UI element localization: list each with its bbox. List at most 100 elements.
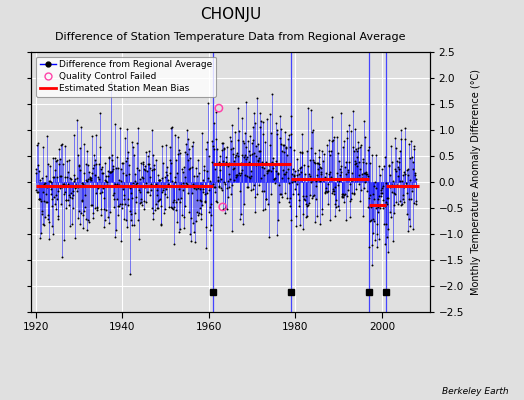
- Point: [238, 138, 247, 144]
- Point: [342, 171, 350, 177]
- Point: [131, 170, 139, 177]
- Point: [108, 165, 117, 172]
- Point: [56, 185, 64, 191]
- Point: [396, 178, 405, 184]
- Point: [187, 230, 195, 237]
- Point: [357, 176, 365, 182]
- Point: [314, 160, 322, 166]
- Point: [219, 204, 227, 210]
- Point: [323, 142, 331, 149]
- Point: [284, 175, 292, 181]
- Point: [212, 136, 220, 142]
- Point: [136, 200, 144, 206]
- Point: [274, 217, 282, 223]
- Point: [134, 125, 143, 132]
- Point: [215, 105, 223, 111]
- Point: [406, 177, 414, 183]
- Point: [333, 170, 341, 176]
- Point: [290, 173, 298, 180]
- Point: [38, 174, 46, 181]
- Point: [390, 210, 398, 216]
- Point: [337, 110, 345, 116]
- Point: [133, 140, 141, 146]
- Point: [135, 175, 144, 182]
- Point: [372, 152, 380, 159]
- Point: [311, 196, 320, 202]
- Point: [365, 243, 374, 250]
- Point: [281, 129, 289, 136]
- Point: [123, 126, 131, 132]
- Point: [122, 158, 130, 164]
- Point: [406, 222, 414, 229]
- Point: [294, 197, 303, 204]
- Point: [213, 198, 221, 205]
- Point: [210, 184, 218, 190]
- Point: [262, 196, 270, 202]
- Point: [369, 230, 377, 236]
- Point: [372, 185, 380, 191]
- Point: [286, 144, 294, 151]
- Point: [389, 238, 397, 244]
- Point: [372, 205, 380, 211]
- Point: [288, 191, 297, 197]
- Point: [141, 180, 150, 186]
- Point: [296, 165, 304, 172]
- Point: [313, 212, 322, 219]
- Point: [312, 178, 321, 185]
- Point: [341, 164, 349, 170]
- Point: [232, 152, 240, 158]
- Point: [383, 234, 391, 240]
- Point: [83, 176, 92, 182]
- Point: [77, 210, 85, 216]
- Point: [319, 177, 327, 184]
- Point: [252, 153, 260, 160]
- Point: [227, 122, 236, 128]
- Point: [73, 184, 82, 190]
- Point: [132, 181, 140, 188]
- Point: [43, 183, 51, 190]
- Point: [295, 203, 303, 209]
- Point: [147, 180, 156, 187]
- Point: [60, 189, 69, 195]
- Point: [166, 170, 174, 176]
- Point: [331, 201, 340, 208]
- Point: [187, 238, 195, 244]
- Point: [78, 180, 86, 187]
- Point: [90, 162, 98, 168]
- Point: [263, 170, 271, 176]
- Point: [143, 168, 151, 174]
- Point: [264, 167, 272, 174]
- Point: [34, 162, 42, 169]
- Point: [316, 178, 324, 184]
- Point: [318, 148, 326, 154]
- Point: [74, 163, 83, 169]
- Point: [96, 166, 105, 172]
- Point: [367, 151, 376, 158]
- Point: [170, 204, 179, 210]
- Point: [266, 130, 275, 136]
- Point: [113, 154, 121, 160]
- Point: [125, 208, 134, 214]
- Point: [36, 235, 45, 241]
- Point: [375, 193, 383, 199]
- Point: [311, 219, 320, 225]
- Point: [162, 186, 170, 192]
- Point: [182, 151, 191, 158]
- Point: [217, 147, 226, 154]
- Point: [95, 183, 103, 189]
- Point: [155, 197, 163, 203]
- Point: [277, 126, 285, 133]
- Point: [50, 174, 58, 180]
- Point: [46, 178, 54, 184]
- Point: [363, 147, 372, 154]
- Point: [106, 169, 115, 176]
- Point: [272, 232, 281, 239]
- Point: [378, 197, 387, 203]
- Point: [93, 203, 101, 210]
- Point: [136, 188, 145, 195]
- Point: [195, 169, 203, 176]
- Point: [234, 153, 242, 159]
- Point: [100, 224, 108, 230]
- Point: [169, 206, 177, 212]
- Point: [80, 208, 88, 214]
